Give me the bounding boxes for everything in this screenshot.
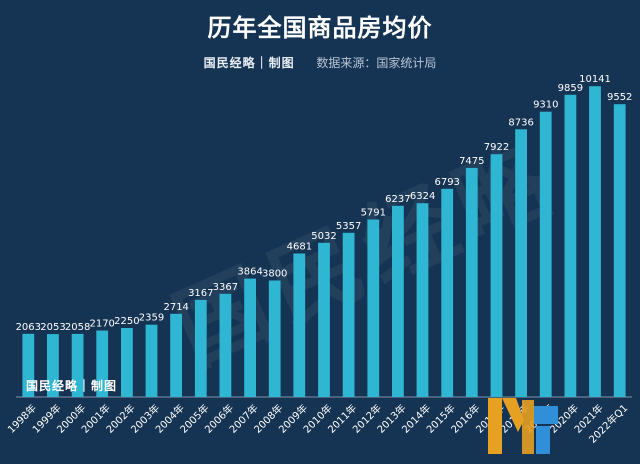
bar	[293, 253, 306, 397]
bar-value-label: 2250	[114, 316, 139, 327]
bar-value-label: 3800	[262, 269, 287, 280]
bar	[145, 324, 158, 397]
bar-value-label: 2058	[65, 322, 90, 333]
bar-value-label: 3167	[188, 288, 213, 299]
bar	[170, 313, 182, 397]
bar	[342, 232, 355, 397]
bar-value-label: 10141	[579, 74, 611, 85]
bar	[515, 129, 527, 398]
stamp-label: 国民经略｜制图	[26, 379, 118, 393]
bar	[22, 333, 35, 397]
bar-value-label: 9859	[558, 83, 583, 94]
bar-value-label: 6324	[410, 191, 435, 202]
credit-brand: 国民经略｜制图	[203, 56, 295, 70]
chart-title: 历年全国商品房均价	[207, 14, 433, 42]
bar	[441, 188, 454, 397]
bar-value-label: 5791	[361, 208, 386, 219]
bar	[194, 299, 207, 397]
bar	[268, 280, 281, 397]
bar-value-label: 8736	[508, 117, 533, 128]
bar	[96, 330, 109, 397]
bar-value-label: 2063	[16, 322, 41, 333]
bar-value-label: 3367	[213, 282, 238, 293]
bar	[613, 104, 626, 397]
bar	[121, 328, 133, 397]
bar	[71, 333, 84, 397]
bar-value-label: 9310	[533, 100, 558, 111]
bar-value-label: 9552	[607, 92, 632, 103]
bar	[539, 111, 552, 397]
bar	[367, 219, 380, 397]
bar-value-label: 2359	[139, 313, 164, 324]
bar-value-label: 6237	[385, 194, 410, 205]
corner-logo	[488, 398, 558, 454]
bar-value-label: 6793	[434, 177, 459, 188]
bar-value-label: 2170	[89, 319, 114, 330]
bar	[589, 86, 601, 397]
bar	[318, 242, 330, 397]
bar	[465, 167, 478, 397]
bar	[416, 203, 429, 397]
bar	[392, 205, 404, 397]
bar	[490, 154, 503, 397]
data-source: 数据来源：国家统计局	[316, 56, 437, 70]
bar-value-label: 4681	[287, 242, 312, 253]
bar	[47, 334, 59, 397]
bar-value-label: 2714	[163, 302, 188, 313]
bar-value-label: 7475	[459, 156, 484, 167]
bar-value-label: 5032	[311, 231, 336, 242]
bar-value-label: 7922	[484, 142, 509, 153]
bar	[244, 278, 256, 397]
bar	[219, 293, 232, 397]
bar	[564, 94, 577, 398]
bar-value-label: 5357	[336, 221, 361, 232]
bar-value-label: 2053	[40, 322, 65, 333]
bar-value-label: 3864	[237, 267, 262, 278]
chart-credit: 国民经略｜制图 数据来源：国家统计局	[0, 54, 640, 71]
